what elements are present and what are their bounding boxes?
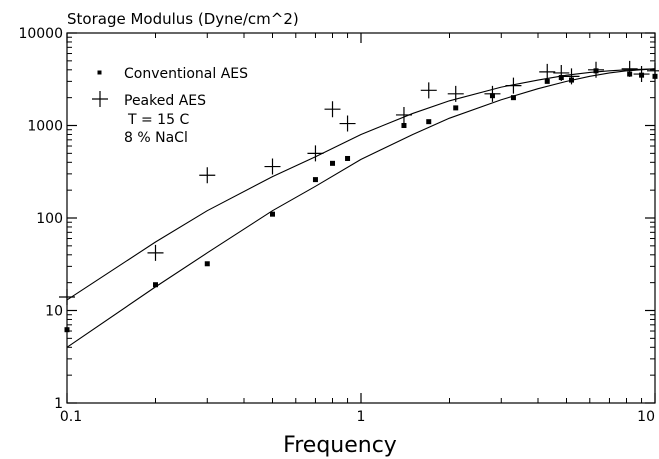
peaked-point (588, 61, 605, 78)
legend-plus-marker (92, 91, 108, 107)
data-points (59, 60, 659, 333)
x-axis-label: Frequency (283, 433, 397, 458)
annotation-salt: 8 % NaCl (124, 130, 188, 146)
conventional-point (204, 261, 210, 267)
conventional-point (401, 123, 407, 128)
legend-label-peaked: Peaked AES (124, 93, 206, 109)
peaked-point (553, 64, 570, 81)
peaked-point (395, 106, 412, 123)
y-tick-label: 10 (45, 304, 63, 320)
peaked-point (264, 158, 281, 175)
y-tick-label: 1 (54, 396, 63, 412)
peaked-point (647, 62, 659, 79)
x-tick-label: 1 (357, 409, 366, 425)
conventional-point (270, 211, 275, 217)
legend: Conventional AES Peaked AES T = 15 C 8 %… (92, 66, 248, 146)
legend-item-conventional: Conventional AES (97, 66, 248, 82)
peaked-point (307, 145, 324, 162)
peaked-point (147, 244, 164, 261)
fit-curve-conventional (66, 68, 656, 348)
y-tick-label: 100 (36, 211, 63, 227)
peaked-point (59, 288, 75, 305)
y-tick-label: 10000 (18, 26, 63, 42)
conventional-point (426, 119, 432, 125)
chart-title: Storage Modulus (Dyne/cm^2) (67, 10, 299, 28)
plot-frame (66, 32, 656, 404)
peaked-point (505, 77, 522, 94)
peaked-point (621, 60, 638, 77)
conventional-point (312, 177, 318, 183)
peaked-point (633, 66, 650, 83)
peaked-point (539, 63, 556, 80)
x-tick-label: 0.1 (60, 409, 82, 425)
conventional-point (153, 282, 158, 288)
peaked-point (484, 85, 501, 102)
conventional-point (330, 160, 336, 166)
conventional-point (510, 95, 516, 101)
peaked-point (324, 101, 341, 118)
y-tick-label: 1000 (27, 119, 63, 135)
conventional-point (544, 78, 550, 84)
x-axis-ticks: 0.1 1 10 (60, 33, 656, 425)
peaked-point (199, 167, 216, 184)
peaked-point (563, 68, 580, 85)
legend-square-marker (97, 70, 102, 75)
conventional-point (64, 327, 70, 333)
conventional-point (345, 155, 351, 161)
peaked-point (447, 85, 464, 102)
legend-label-conventional: Conventional AES (124, 66, 248, 82)
y-axis-ticks: 1 10 100 1000 10000 (18, 26, 655, 412)
x-tick-label: 10 (637, 409, 655, 425)
conventional-point (453, 105, 459, 111)
fit-curve-peaked (66, 68, 656, 301)
peaked-point (339, 115, 356, 132)
legend-item-peaked: Peaked AES (92, 91, 206, 109)
fit-curves (66, 68, 656, 348)
peaked-point (420, 82, 437, 99)
annotation-temperature: T = 15 C (127, 112, 189, 128)
